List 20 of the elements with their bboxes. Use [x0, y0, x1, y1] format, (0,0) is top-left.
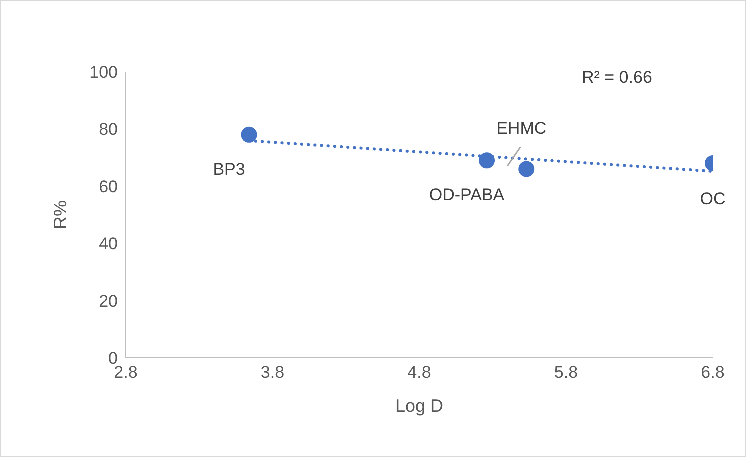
x-tick-label: 5.8 — [554, 363, 578, 382]
y-axis-title: R% — [50, 200, 70, 230]
x-axis-title: Log D — [395, 396, 444, 416]
x-tick-label: 6.8 — [701, 363, 725, 382]
y-tick-label: 40 — [99, 234, 118, 254]
annotation: EHMC — [496, 120, 547, 139]
point — [479, 152, 496, 169]
annotation: OD-PABA — [429, 186, 506, 206]
point — [241, 126, 258, 143]
x-tick-label: 4.8 — [408, 363, 432, 382]
y-tick-label: 20 — [99, 292, 118, 311]
x-tick-label: 3.8 — [260, 363, 285, 382]
annotation: OC — [700, 190, 726, 210]
x-tick-label: 2.8 — [114, 363, 138, 382]
y-tick-label: 100 — [90, 63, 118, 82]
annotation: BP3 — [213, 160, 246, 180]
y-tick-label: 60 — [99, 177, 118, 196]
annotation: R² = 0.66 — [582, 68, 652, 88]
point — [518, 161, 535, 178]
y-tick-label: 80 — [99, 120, 118, 140]
